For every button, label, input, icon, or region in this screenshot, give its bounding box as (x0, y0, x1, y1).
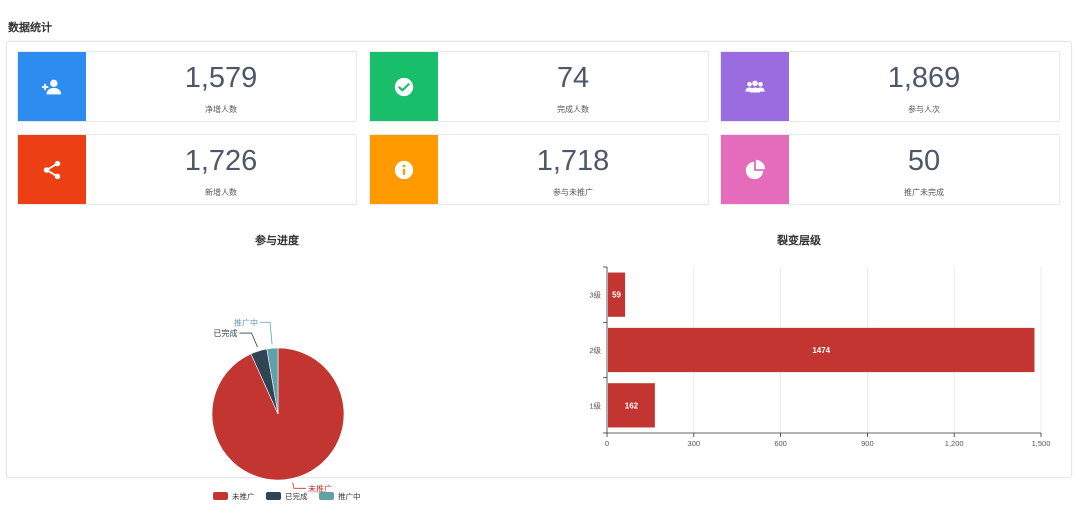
legend-label-2: 推广中 (338, 491, 361, 501)
bar-value-label-1: 1474 (812, 346, 830, 355)
bar-0 (608, 383, 655, 428)
share-icon (43, 160, 61, 179)
bar-chart-title: 裂变层级 (777, 235, 821, 247)
pie-label-1: 已完成 (214, 328, 238, 338)
stat-card-new: 1,726 新增人数 (17, 134, 357, 205)
bar-value-label-2: 59 (612, 291, 621, 300)
stat-icon-box (370, 135, 438, 204)
x-tick-label-3: 900 (861, 439, 874, 448)
legend-swatch-2 (319, 492, 334, 500)
bar-chart: 0 300 600 900 1,200 1,500 1级 162 2级 1474 3级 59 (589, 266, 1051, 448)
x-tick-label-0: 0 (605, 439, 609, 448)
stat-icon-box (18, 135, 86, 204)
stat-value: 1,869 (887, 62, 961, 94)
users-icon (745, 80, 765, 92)
stat-icon-box (18, 52, 86, 121)
pie-label-line-2 (260, 321, 273, 345)
stat-icon-box (370, 52, 438, 121)
bar-2 (608, 272, 626, 317)
pie-slice-2 (266, 347, 279, 415)
y-tick-label-1: 2级 (589, 345, 601, 355)
pie-label-line-1 (239, 332, 258, 348)
stat-label: 推广未完成 (904, 188, 944, 197)
legend-swatch-0 (213, 492, 228, 500)
bar-value-label-0: 162 (625, 401, 639, 410)
stat-value: 50 (907, 145, 941, 177)
pie-chart-icon (745, 159, 766, 179)
stat-value: 74 (556, 62, 590, 94)
user-plus-icon (41, 79, 62, 94)
pie-label-0: 未推广 (308, 483, 332, 493)
stats-panel: 1,579 净增人数 74 完成人数 1,869 参与人次 (6, 41, 1072, 501)
stat-value: 1,579 (184, 62, 258, 94)
stat-label: 净增人数 (205, 105, 237, 114)
stat-card-net-increase: 1,579 净增人数 (17, 51, 357, 122)
check-circle-icon (394, 77, 414, 96)
stat-value: 1,726 (184, 145, 258, 177)
y-tick-label-0: 1级 (589, 400, 601, 410)
info-circle-icon (394, 160, 414, 179)
stat-icon-box (721, 135, 789, 204)
pie-label-2: 推广中 (234, 317, 258, 327)
legend-label-1: 已完成 (285, 491, 308, 501)
stat-value: 1,718 (536, 145, 610, 177)
stat-card-completed: 74 完成人数 (369, 51, 709, 122)
y-tick-label-2: 3级 (589, 290, 601, 300)
x-tick-label-2: 600 (774, 439, 787, 448)
stat-label: 完成人数 (557, 105, 589, 114)
legend-label-0: 未推广 (232, 491, 255, 501)
legend-swatch-1 (266, 492, 281, 500)
pie-chart-title: 参与进度 (255, 235, 299, 247)
stat-card-promo-incomplete: 50 推广未完成 (720, 134, 1060, 205)
stat-card-not-promoted: 1,718 参与未推广 (369, 134, 709, 205)
bar-1 (608, 327, 1035, 373)
stat-label: 参与未推广 (553, 188, 593, 197)
x-tick-label-1: 300 (688, 439, 701, 448)
pie-label-line-0 (292, 482, 306, 489)
section-title: 数据统计 (8, 22, 52, 34)
x-tick-label-5: 1,500 (1032, 439, 1051, 448)
x-tick-label-4: 1,200 (945, 439, 964, 448)
stat-icon-box (721, 52, 789, 121)
stat-label: 参与人次 (908, 105, 940, 114)
stat-label: 新增人数 (205, 188, 237, 197)
stat-card-participants: 1,869 参与人次 (720, 51, 1060, 122)
